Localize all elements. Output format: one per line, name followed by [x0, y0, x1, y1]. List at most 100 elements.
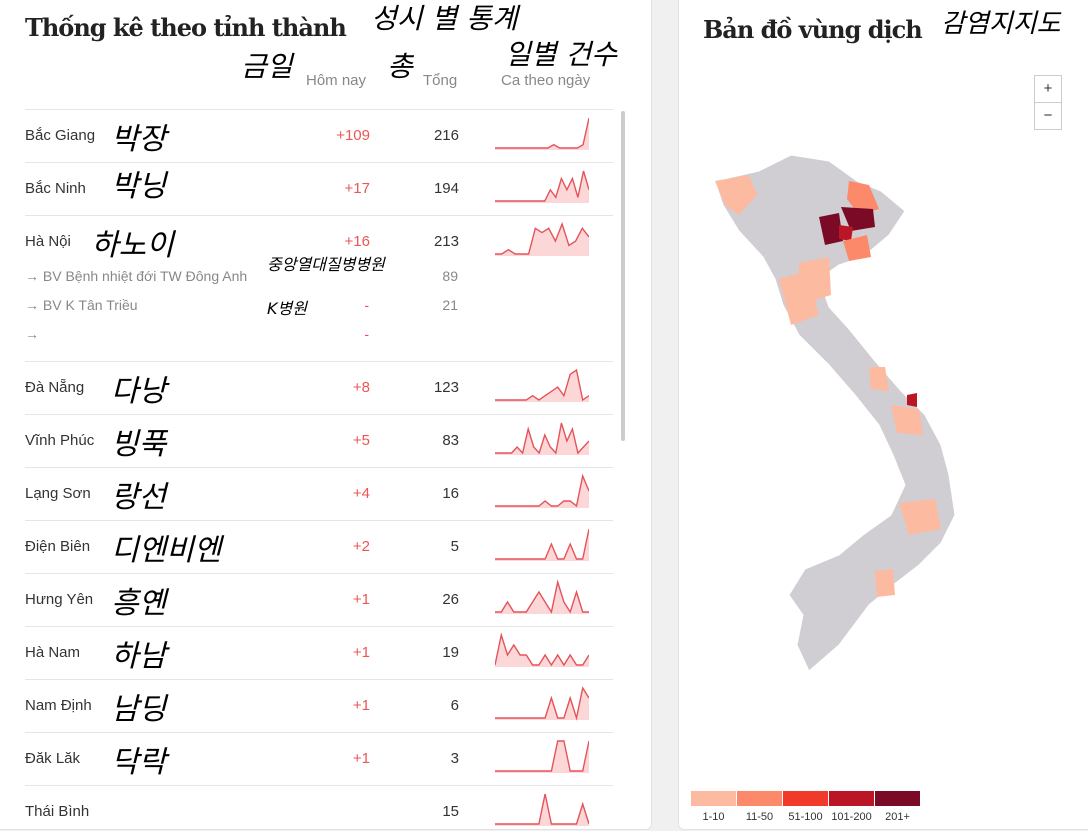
- hospital-today: -: [364, 326, 369, 342]
- sparkline-line: [495, 368, 589, 402]
- province-row[interactable]: Vĩnh Phúc 빙푹 +5 83: [25, 414, 613, 467]
- map-region-quang-tri: [869, 367, 889, 391]
- total-count: 216: [433, 127, 459, 144]
- total-annotation: 총: [387, 50, 413, 83]
- daily-annotation: 일별 건수: [505, 38, 617, 71]
- map-title: Bản đồ vùng dịch: [703, 15, 923, 44]
- col-today[interactable]: Hôm nay: [306, 72, 367, 89]
- map-region-ha-noi: [819, 213, 843, 245]
- province-row[interactable]: Bắc Giang 박장 +109 216: [25, 109, 613, 162]
- hospital-row-name: →: [25, 326, 39, 342]
- province-annotation: 디엔비엔: [111, 533, 222, 568]
- total-count: 5: [450, 538, 459, 555]
- sparkline-line: [495, 740, 589, 772]
- map-region-lang-son: [847, 181, 879, 215]
- sparkline-line: [495, 170, 589, 202]
- map-region-dak-lak: [899, 499, 941, 535]
- map-region-bac-giang: [841, 207, 875, 231]
- total-count: 194: [433, 180, 459, 197]
- sparkline-line: [495, 793, 589, 825]
- province-annotation: 다낭: [111, 374, 167, 409]
- zoom-out-button[interactable]: −: [1034, 102, 1062, 130]
- sparkline-line: [495, 473, 589, 508]
- province-name: Đăk Lăk: [25, 750, 81, 767]
- hospital-row-name: → BV K Tân Triều: [25, 297, 138, 313]
- sparkline-line: [495, 528, 589, 560]
- province-row[interactable]: Đà Nẵng 다낭 +8 123: [25, 361, 613, 414]
- sparkline-line: [495, 686, 589, 721]
- sparkline-area: [495, 635, 589, 667]
- hospital-total: 89: [442, 268, 458, 284]
- province-name: Nam Định: [25, 697, 92, 714]
- map-region-nghe-an: [779, 271, 819, 325]
- today-annotation: 금일: [241, 50, 293, 83]
- today-count: +2: [352, 538, 370, 555]
- province-row[interactable]: Hà Nội 하노이 +16 213: [25, 215, 613, 361]
- legend-swatch: [691, 791, 736, 806]
- province-row[interactable]: Đăk Lăk 닥락 +1 3: [25, 732, 613, 785]
- province-name: Bắc Ninh: [25, 180, 86, 197]
- legend-swatch: [737, 791, 782, 806]
- sparkline-area: [495, 476, 589, 508]
- daily-sparkline: [495, 579, 589, 614]
- today-count: +4: [352, 485, 370, 502]
- total-count: 26: [442, 591, 459, 608]
- scrollbar[interactable]: [621, 111, 625, 441]
- hospital-today: -: [364, 297, 369, 313]
- sparkline-area: [495, 171, 589, 203]
- total-count: 19: [442, 644, 459, 661]
- province-annotation: 하남: [111, 639, 167, 674]
- province-name: Điện Biên: [25, 538, 91, 555]
- province-name: Lạng Sơn: [25, 485, 91, 502]
- today-count: +109: [336, 127, 370, 144]
- map-region-lai-chau: [715, 175, 757, 215]
- province-name: Vĩnh Phúc: [25, 432, 95, 449]
- legend-swatch: [829, 791, 874, 806]
- province-annotation: 닥락: [111, 745, 167, 780]
- province-annotation: 빙푹: [111, 427, 167, 462]
- province-row[interactable]: Điện Biên 디엔비엔 +2 5: [25, 520, 613, 573]
- province-row[interactable]: Hưng Yên 흥옌 +1 26: [25, 573, 613, 626]
- province-row[interactable]: Thái Bình 15: [25, 785, 613, 829]
- sparkline-area: [495, 423, 589, 455]
- vietnam-map[interactable]: [679, 0, 1088, 695]
- province-name: Hưng Yên: [25, 591, 94, 608]
- today-count: +8: [352, 379, 370, 396]
- sparkline-area: [495, 741, 589, 773]
- daily-sparkline: [495, 473, 589, 508]
- province-name: Đà Nẵng: [25, 379, 85, 396]
- province-annotation: 랑선: [111, 480, 167, 515]
- total-count: 15: [442, 803, 459, 820]
- province-name: Bắc Giang: [25, 127, 96, 144]
- total-count: 6: [450, 697, 459, 714]
- today-count: +16: [344, 233, 370, 250]
- province-row[interactable]: Hà Nam 하남 +1 19: [25, 626, 613, 679]
- legend-swatch: [875, 791, 920, 806]
- province-annotation: 흥옌: [111, 586, 167, 621]
- province-row[interactable]: Bắc Ninh 박닝 +17 194: [25, 162, 613, 215]
- daily-sparkline: [495, 686, 589, 721]
- province-row[interactable]: Nam Định 남딩 +1 6: [25, 679, 613, 732]
- daily-sparkline: [495, 170, 589, 203]
- total-count: 16: [442, 485, 459, 502]
- map-region-hcmc: [875, 569, 895, 597]
- province-row[interactable]: Lạng Sơn 랑선 +4 16: [25, 467, 613, 520]
- col-total[interactable]: Tổng: [423, 72, 458, 89]
- sparkline-area: [495, 118, 589, 150]
- total-count: 83: [442, 432, 459, 449]
- legend-label: 201+: [885, 811, 910, 823]
- daily-sparkline: [495, 528, 589, 561]
- total-count: 123: [433, 379, 459, 396]
- map-region-da-nang: [907, 393, 917, 407]
- daily-sparkline: [495, 117, 589, 150]
- province-name: Hà Nam: [25, 644, 81, 661]
- map-region-quang-nam: [891, 405, 923, 435]
- panel-title: Thống kê theo tỉnh thành: [25, 13, 347, 42]
- sparkline-area: [495, 688, 589, 720]
- map-panel: Bản đồ vùng dịch 감염지지도 + − 1-10 11-50 51-1…: [678, 0, 1088, 830]
- sparkline-area: [495, 224, 589, 256]
- today-count: +17: [344, 180, 370, 197]
- today-count: +1: [352, 644, 370, 661]
- hospital-total: 21: [442, 297, 458, 313]
- legend-label: 51-100: [788, 811, 823, 823]
